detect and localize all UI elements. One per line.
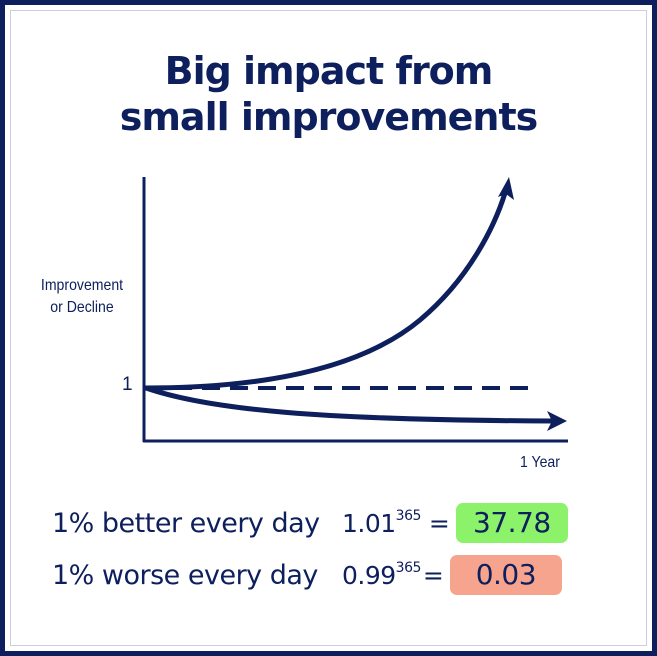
- equation-row-worse: 1% worse every day 0.99365 = 0.03: [52, 555, 562, 595]
- equation-label: 1% better every day: [52, 507, 320, 539]
- equation-exponent: 365: [395, 559, 422, 576]
- equation-exponent: 365: [395, 507, 422, 524]
- growth-curve-arrow: [143, 190, 508, 391]
- y-axis-label-line-1: Improvement: [40, 277, 124, 294]
- result-badge-bad: 0.03: [449, 555, 562, 595]
- title-line-1: Big impact from: [164, 49, 494, 93]
- title-line-2: small improvements: [119, 95, 539, 139]
- equation-base-value: 0.99: [342, 560, 396, 590]
- decline-curve-arrow: [143, 385, 555, 424]
- equation-base: 0.99365: [342, 559, 422, 590]
- x-axis-label: 1 Year: [520, 454, 560, 471]
- growth-arrowhead-icon: [498, 177, 514, 200]
- result-badge-good: 37.78: [455, 503, 568, 543]
- y-axis-label: Improvement or Decline: [29, 275, 135, 319]
- equation-base-value: 1.01: [342, 508, 396, 538]
- decline-arrowhead-icon: [547, 411, 567, 431]
- equation-label: 1% worse every day: [52, 559, 318, 591]
- y-tick-one: 1: [122, 374, 133, 395]
- y-axis-label-line-2: or Decline: [50, 299, 114, 316]
- equals-sign: =: [422, 560, 444, 590]
- page-title: Big impact from small improvements: [0, 48, 657, 140]
- equation-row-better: 1% better every day 1.01365 = 37.78: [52, 503, 568, 543]
- equation-base: 1.01365: [342, 507, 422, 538]
- equals-sign: =: [428, 508, 450, 538]
